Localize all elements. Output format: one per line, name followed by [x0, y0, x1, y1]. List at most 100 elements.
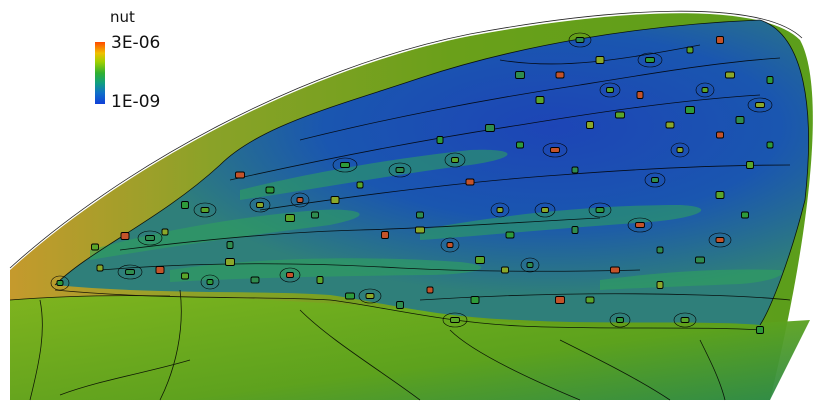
vortex-blob — [250, 276, 260, 284]
vortex-blob — [316, 276, 324, 284]
vortex-ring — [542, 142, 568, 158]
vortex-blob — [465, 178, 475, 186]
vortex-blob — [665, 121, 675, 129]
vortex-blob — [396, 301, 404, 309]
vortex-ring — [249, 197, 271, 213]
vortex-blob — [615, 111, 625, 119]
vortex-blob — [686, 46, 694, 54]
vortex-blob — [501, 266, 509, 274]
vortex-blob — [56, 280, 64, 286]
vortex-ring — [440, 237, 460, 253]
vortex-blob — [755, 102, 765, 108]
vortex-ring — [627, 217, 653, 233]
legend-title: nut — [110, 8, 135, 26]
vortex-blob — [656, 246, 664, 254]
vortex-blob — [571, 226, 579, 234]
vortex-blob — [296, 197, 304, 203]
vortex-structures — [50, 32, 774, 334]
vortex-blob — [395, 167, 405, 173]
vortex-blob — [541, 207, 549, 213]
vortex-blob — [356, 181, 364, 189]
vortex-blob — [595, 56, 605, 64]
vortex-blob — [555, 296, 565, 304]
vortex-blob — [470, 296, 480, 304]
vortex-blob — [91, 243, 99, 251]
vortex-blob — [645, 57, 655, 63]
vortex-blob — [676, 147, 684, 153]
vortex-blob — [756, 326, 764, 334]
vortex-blob — [265, 186, 275, 194]
vortex-blob — [716, 36, 724, 44]
vortex-blob — [485, 124, 495, 132]
vortex-ring — [520, 257, 540, 273]
vortex-blob — [766, 76, 774, 84]
vortex-ring — [747, 97, 773, 113]
vortex-blob — [571, 166, 579, 174]
vortex-ring — [637, 52, 663, 68]
vortex-blob — [535, 96, 545, 104]
vortex-blob — [206, 279, 214, 285]
vortex-blob — [725, 71, 735, 79]
vortex-blob — [695, 256, 705, 264]
vortex-ring — [708, 232, 732, 248]
vortex-blob — [716, 131, 724, 139]
vortex-blob — [656, 281, 664, 289]
vortex-blob — [450, 317, 460, 323]
vortex-blob — [365, 293, 375, 299]
vortex-blob — [161, 228, 169, 236]
vortex-blob — [636, 91, 644, 99]
vortex-blob — [685, 106, 695, 114]
vortex-ring — [444, 152, 466, 168]
vortex-blob — [505, 231, 515, 239]
vortex-ring — [332, 157, 358, 173]
vortex-blob — [451, 157, 459, 163]
legend-max-label: 3E-06 — [111, 33, 161, 53]
vortex-ring — [490, 202, 510, 218]
vortex-ring — [644, 172, 666, 188]
vortex-blob — [586, 121, 594, 129]
vortex-blob — [616, 317, 624, 323]
vortex-ring — [50, 275, 70, 291]
vortex-blob — [766, 141, 774, 149]
vortex-blob — [345, 292, 355, 300]
lower-green-region — [10, 295, 810, 400]
vortex-blob — [555, 71, 565, 79]
vortex-blob — [426, 286, 434, 294]
legend-min-label: 1E-09 — [111, 92, 161, 112]
vortex-ring — [200, 274, 220, 290]
vortex-ring — [442, 312, 468, 328]
vortex-blob — [606, 87, 614, 93]
vortex-ring — [117, 264, 143, 280]
vortex-blob — [526, 262, 534, 268]
vortex-blob — [436, 136, 444, 144]
vortex-blob — [330, 196, 340, 204]
vortex-ring — [193, 202, 217, 218]
vortex-blob — [651, 177, 659, 183]
vortex-blob — [701, 87, 709, 93]
vortex-blob — [735, 116, 745, 124]
vortex-blob — [415, 226, 425, 234]
vortex-blob — [446, 242, 454, 248]
vortex-blob — [610, 266, 620, 274]
vortex-ring — [673, 312, 697, 328]
vortex-ring — [670, 142, 690, 158]
vortex-blob — [311, 211, 319, 219]
vortex-blob — [155, 266, 165, 274]
vortex-blob — [680, 317, 690, 323]
blue-core-region — [55, 20, 809, 325]
vortex-blob — [496, 207, 504, 213]
vortex-blob — [96, 264, 104, 272]
vortex-ring — [534, 202, 556, 218]
vortex-blob — [515, 71, 525, 79]
vortex-blob — [746, 161, 754, 169]
vortex-blob — [256, 202, 264, 208]
vortex-blob — [381, 231, 389, 239]
vortex-blob — [286, 272, 294, 278]
vortex-blob — [715, 191, 725, 199]
vortex-blob — [741, 211, 749, 219]
vortex-ring — [358, 288, 382, 304]
vortex-blob — [145, 235, 155, 241]
vortex-blob — [340, 162, 350, 168]
vortex-blob — [181, 201, 189, 209]
contour-lines — [9, 10, 809, 401]
